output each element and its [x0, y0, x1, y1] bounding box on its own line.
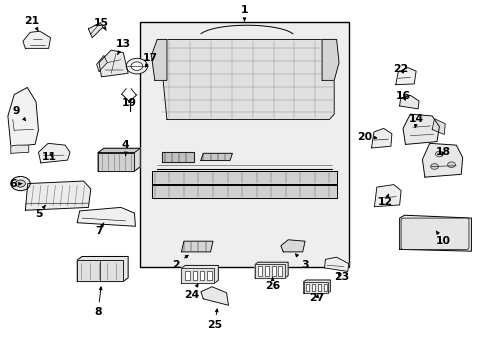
Text: 18: 18	[435, 147, 450, 157]
Text: 12: 12	[377, 194, 392, 207]
Text: 7: 7	[95, 223, 103, 235]
Text: 25: 25	[206, 309, 222, 330]
Bar	[271, 266, 275, 276]
Polygon shape	[324, 257, 348, 271]
Text: 22: 22	[392, 64, 407, 74]
Circle shape	[447, 162, 454, 167]
Polygon shape	[201, 153, 232, 161]
Text: 6: 6	[9, 179, 22, 189]
Polygon shape	[98, 148, 140, 171]
Polygon shape	[201, 287, 228, 305]
Polygon shape	[88, 23, 102, 38]
Bar	[264, 266, 268, 276]
Polygon shape	[422, 143, 462, 177]
Circle shape	[11, 176, 30, 191]
Bar	[192, 271, 197, 280]
Circle shape	[430, 164, 438, 169]
Text: 2: 2	[171, 255, 188, 270]
Polygon shape	[77, 260, 123, 282]
Polygon shape	[371, 129, 391, 148]
Polygon shape	[280, 240, 305, 252]
Bar	[258, 266, 262, 276]
Polygon shape	[159, 40, 333, 120]
Text: 4: 4	[122, 140, 129, 156]
Text: 26: 26	[264, 278, 280, 291]
Text: 14: 14	[408, 114, 423, 127]
Polygon shape	[402, 114, 439, 144]
Text: 8: 8	[94, 287, 102, 318]
Circle shape	[126, 58, 147, 74]
Polygon shape	[303, 280, 329, 293]
Text: 17: 17	[142, 53, 157, 67]
Polygon shape	[152, 171, 336, 184]
Polygon shape	[99, 50, 128, 77]
Polygon shape	[23, 31, 50, 48]
Text: 13: 13	[116, 39, 131, 54]
FancyBboxPatch shape	[400, 218, 468, 249]
Polygon shape	[255, 262, 287, 278]
Text: 1: 1	[240, 5, 248, 21]
Text: 20: 20	[356, 132, 376, 141]
Polygon shape	[322, 40, 338, 80]
Circle shape	[131, 62, 142, 71]
Bar	[323, 284, 326, 291]
Text: 23: 23	[333, 272, 348, 282]
Polygon shape	[98, 153, 134, 171]
Bar	[311, 284, 315, 291]
Text: 10: 10	[435, 231, 450, 246]
Polygon shape	[11, 145, 29, 153]
Text: 9: 9	[13, 105, 25, 121]
Text: 19: 19	[122, 99, 136, 108]
Bar	[200, 271, 204, 280]
Polygon shape	[25, 181, 91, 210]
Polygon shape	[39, 143, 70, 163]
Polygon shape	[162, 152, 193, 162]
Text: 5: 5	[35, 206, 45, 219]
Text: 11: 11	[42, 152, 57, 162]
Bar	[207, 271, 211, 280]
Text: 24: 24	[184, 284, 200, 300]
Circle shape	[435, 151, 443, 157]
Bar	[317, 284, 321, 291]
Polygon shape	[181, 265, 218, 283]
Text: 16: 16	[395, 91, 410, 102]
Polygon shape	[303, 282, 327, 293]
Bar	[305, 284, 309, 291]
Polygon shape	[255, 264, 285, 278]
Bar	[278, 266, 282, 276]
Polygon shape	[151, 40, 166, 80]
Polygon shape	[431, 119, 444, 134]
Polygon shape	[77, 257, 128, 282]
Polygon shape	[152, 185, 336, 198]
Polygon shape	[181, 268, 214, 283]
Polygon shape	[8, 87, 39, 146]
Text: 15: 15	[94, 18, 109, 31]
Polygon shape	[399, 215, 470, 251]
Polygon shape	[395, 68, 415, 85]
Polygon shape	[77, 207, 135, 226]
Polygon shape	[98, 148, 140, 153]
Polygon shape	[181, 241, 213, 252]
Polygon shape	[399, 95, 418, 109]
Bar	[140, 22, 348, 267]
Text: 3: 3	[295, 254, 309, 270]
Text: 27: 27	[309, 293, 324, 303]
Circle shape	[16, 180, 25, 187]
Text: 21: 21	[24, 15, 40, 31]
Polygon shape	[97, 55, 107, 72]
Bar	[185, 271, 189, 280]
Polygon shape	[374, 185, 400, 207]
